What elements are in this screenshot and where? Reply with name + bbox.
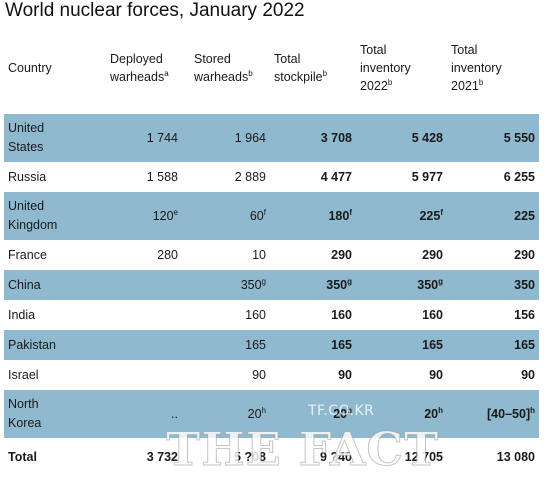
table-row: United Kingdom 120e 60f 180f 225f 225 [4,192,539,240]
inventory-2021-cell: 225 [514,208,535,223]
deployed-cell [98,330,182,360]
inventory-2022-cell: 225f [419,207,443,223]
inventory-2022-cell: 5 977 [411,169,443,184]
header-total-inventory-2022: Total inventory 2022b [360,43,411,93]
deployed-cell [98,270,182,300]
inventory-2021-cell: 165 [514,337,535,352]
country-cell: France [8,247,47,262]
nuclear-forces-table: Country Deployed warheadsa Stored warhea… [4,22,539,476]
table-row: North Korea .. 20h 20h 20h [40–50]h [4,390,539,438]
deployed-cell: 1 744 [146,130,178,145]
inventory-2021-cell: 350 [514,277,535,292]
deployed-cell: 1 588 [146,169,178,184]
stockpile-cell: 180f [328,207,352,223]
stockpile-cell: 3 708 [320,130,352,145]
inventory-2022-cell: 5 428 [411,130,443,145]
header-total-inventory-2021: Total inventory 2021b [451,43,502,93]
deployed-cell: 120e [152,207,178,223]
inventory-2022-cell: 165 [422,337,443,352]
inventory-2022-cell: 90 [429,367,443,382]
country-cell: North Korea [8,397,42,430]
table-row: Pakistan 165 165 165 165 [4,330,539,360]
country-cell: China [8,277,41,292]
total-inventory-2022: 12 705 [404,449,443,464]
total-deployed: 3 732 [146,449,178,464]
deployed-cell: .. [171,406,178,421]
country-cell: Israel [8,367,39,382]
table-row: France 280 10 290 290 290 [4,240,539,270]
stockpile-cell: 350g [326,276,352,292]
table-row: India 160 160 160 156 [4,300,539,330]
table-row: Israel 90 90 90 90 [4,360,539,390]
country-cell: Russia [8,169,47,184]
country-cell: Pakistan [8,337,56,352]
total-stockpile: 9 ?40 [320,449,352,464]
stored-cell: 10 [252,247,266,262]
inventory-2021-cell: [40–50]h [487,405,535,421]
inventory-2022-cell: 350g [417,276,443,292]
stored-cell: 20h [247,405,266,421]
country-cell: India [8,307,36,322]
stockpile-cell: 90 [338,367,352,382]
stored-cell: 90 [252,367,266,382]
table-row: United States 1 744 1 964 3 708 5 428 5 5… [4,114,539,162]
total-stored: 5 ?08 [234,449,266,464]
table-row: China 350g 350g 350g 350 [4,270,539,300]
stored-cell: 160 [245,307,266,322]
inventory-2021-cell: 5 550 [503,130,535,145]
deployed-cell [98,300,182,330]
watermark-logo: THE FACT [165,422,440,477]
stored-cell: 165 [245,337,266,352]
header-country: Country [8,61,52,75]
watermark-url: TF.CO.KR [308,403,375,419]
inventory-2022-cell: 20h [424,405,443,421]
header-total-stockpile: Total stockpileb [274,52,328,84]
table-row: Russia 1 588 2 889 4 477 5 977 6 255 [4,162,539,192]
inventory-2021-cell: 90 [521,367,535,382]
header-deployed-warheads: Deployed warheadsa [110,52,169,84]
inventory-2021-cell: 6 255 [503,169,535,184]
stored-cell: 1 964 [234,130,266,145]
country-cell: United States [8,121,45,154]
stored-cell: 2 889 [234,169,266,184]
total-inventory-2021: 13 080 [496,449,535,464]
stockpile-cell: 165 [331,337,352,352]
stockpile-cell: 4 477 [320,169,352,184]
deployed-cell: 280 [157,247,178,262]
header-row: Country Deployed warheadsa Stored warhea… [4,22,539,114]
inventory-2022-cell: 160 [422,307,443,322]
stored-cell: 60f [249,207,266,223]
table-title: World nuclear forces, January 2022 [5,0,305,21]
stored-cell: 350g [240,276,266,292]
header-stored-warheads: Stored warheadsb [194,52,253,84]
inventory-2021-cell: 290 [514,247,535,262]
deployed-cell [98,360,182,390]
total-label: Total [8,449,37,464]
stockpile-cell: 290 [331,247,352,262]
country-cell: United Kingdom [8,199,58,232]
stockpile-cell: 160 [331,307,352,322]
inventory-2022-cell: 290 [422,247,443,262]
total-row: Total 3 732 5 ?08 9 ?40 12 705 13 080 [4,438,539,476]
stockpile-cell: 20h [333,405,352,421]
inventory-2021-cell: 156 [514,307,535,322]
